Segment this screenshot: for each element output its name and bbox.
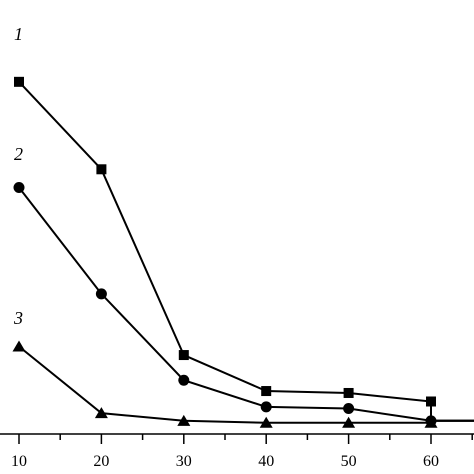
x-tick-label: 40: [258, 453, 274, 470]
series-3-point: [259, 416, 273, 428]
series-3-point: [342, 416, 356, 428]
x-tick-label: 50: [341, 453, 357, 470]
x-tick-label: 10: [11, 453, 27, 470]
series-2-point: [13, 181, 25, 193]
series-2-label: 2: [14, 144, 23, 164]
series-1-point: [343, 387, 354, 398]
x-axis: 10 20 30 40 50 60: [0, 433, 474, 470]
series-2-line: [18, 186, 474, 422]
series-1-line: [18, 81, 474, 422]
series-1-point: [261, 386, 272, 397]
series-1-point: [178, 350, 189, 361]
series-2-point: [343, 402, 355, 414]
x-tick-label: 60: [423, 453, 439, 470]
x-tick-label: 30: [176, 453, 192, 470]
series-3-label: 3: [13, 308, 23, 328]
series-1-point: [14, 76, 24, 87]
series-1-point: [426, 396, 436, 407]
series-2-point: [260, 401, 272, 413]
series-3-point: [177, 414, 191, 426]
series-3-point: [94, 407, 108, 419]
series-layer: 1 2 3: [12, 24, 474, 428]
x-tick-label: 20: [93, 453, 109, 470]
series-2-point: [95, 288, 107, 300]
series-1-point: [96, 164, 107, 175]
series-3-point: [424, 416, 438, 428]
series-3-line: [18, 345, 474, 424]
series-1-label: 1: [14, 24, 23, 44]
series-2-point: [178, 374, 190, 386]
series-3-point: [12, 340, 26, 352]
